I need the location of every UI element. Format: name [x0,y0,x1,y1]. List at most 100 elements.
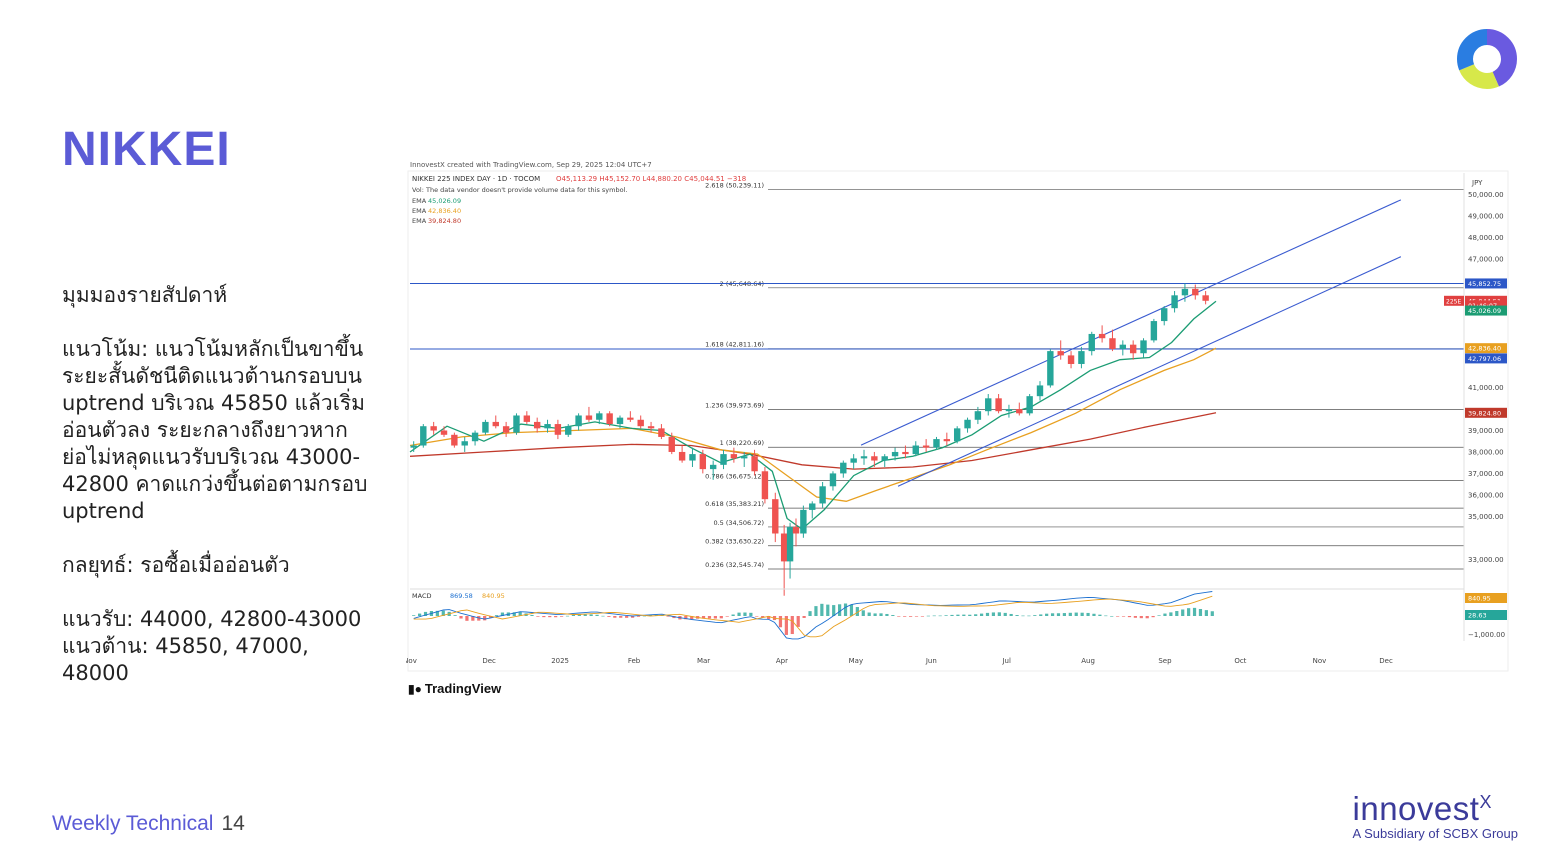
candle-body [912,445,919,455]
tradingview-label: TradingView [424,681,502,696]
y-tick-label: 50,000.00 [1468,191,1504,199]
macd-histogram-bar [471,616,475,621]
trend-line: อ่อนตัวลง ระยะกลางถึงยาวหาก [62,418,348,442]
macd-histogram-bar [1015,615,1019,616]
price-tag-label: 45,026.09 [1468,307,1501,315]
candle-body [829,473,837,487]
macd-histogram-bar [441,610,445,616]
fib-level-label: 0.618 (35,383.21) [705,500,764,508]
x-tick-label: Dec [1379,657,1393,665]
candle-body [741,456,748,459]
support-line: แนวรับ: 44000, 42800-43000 [62,607,362,631]
macd-histogram-bar [879,613,883,616]
candle-body [985,398,992,412]
candle-body [544,424,551,429]
y-tick-label: 35,000.00 [1468,513,1504,521]
macd-histogram-bar [897,616,901,617]
macd-histogram-bar [418,613,422,616]
candle-body [720,454,727,465]
candle-body [1088,333,1095,352]
candle-body [461,441,468,446]
ema-slow-line [409,412,1217,470]
macd-histogram-bar [1092,613,1096,616]
page-title: NIKKEI [62,123,231,176]
macd-histogram-bar [583,614,587,616]
candle-body [637,419,644,427]
candle-body [995,398,1002,412]
macd-histogram-bar [1133,616,1137,618]
price-tag-label: 42,836.40 [1468,345,1501,353]
macd-histogram-bar [512,612,516,616]
candle-body [850,458,857,463]
trend-line: แนวโน้ม: แนวโน้มหลักเป็นขาขึ้น [62,337,364,361]
candle-body [647,426,655,429]
candle-body [819,486,826,504]
candle-body [596,413,603,420]
macd-histogram-bar [873,613,877,616]
macd-tag-label: 840.95 [1468,595,1491,603]
macd-histogram-bar [559,616,564,617]
macd-histogram-bar [1181,609,1185,616]
candle-body [565,426,572,435]
candle-body [964,419,971,429]
macd-histogram-bar [494,615,499,616]
macd-histogram-bar [891,615,895,616]
resistance-line-cont: 48000 [62,661,129,685]
ema-label: EMA [412,207,427,215]
macd-histogram-bar [790,616,794,635]
candle-body [658,428,665,437]
price-tag-box [1465,343,1507,354]
macd-histogram-bar [849,604,854,616]
chart-vol-note: Vol: The data vendor doesn't provide vol… [412,186,627,194]
trend-paragraph: แนวโน้ม: แนวโน้มหลักเป็นขาขึ้น ระยะสั้นด… [62,336,392,525]
x-tick-label: Apr [776,657,788,665]
candle-body [840,462,847,474]
macd-histogram-bar [944,615,948,616]
macd-histogram-bar [908,616,913,617]
trend-line: uptrend บริเวณ 45850 แล้วเริ่ม [62,391,365,415]
macd-histogram-bar [548,616,552,618]
macd-histogram-bar [412,615,416,616]
macd-histogram-bar [855,607,859,616]
macd-histogram-bar [1169,612,1173,616]
ema-mid-value: 42,836.40 [428,207,461,215]
macd-tag-label: 28.63 [1468,612,1487,620]
candle-body [761,471,769,500]
candle-body [786,527,794,562]
candle-body [772,499,779,534]
y-tick-label: 48,000.00 [1468,234,1504,242]
candle-body [616,417,624,425]
ema-fast-line [409,300,1217,531]
x-tick-label: Nov [406,657,417,665]
candle-body [606,413,613,425]
candle-body [933,439,940,448]
fib-level-label: 2.618 (50,239.11) [705,181,764,189]
macd-histogram-bar [861,610,865,616]
macd-histogram-bar [465,616,469,621]
macd-histogram-bar [997,612,1001,616]
macd-histogram-bar [1187,608,1191,616]
macd-histogram-bar [1003,612,1007,616]
macd-histogram-bar [1009,613,1013,616]
macd-signal-line [413,595,1213,638]
nikkei-chart: 2.618 (50,239.11) 2 (45,648.64) 1.618 (42,… [403,155,1510,675]
candle-body [699,454,707,470]
macd-histogram-bar [666,616,670,617]
macd-histogram-bar [725,616,729,617]
brand-ring-logo [1456,28,1518,90]
y-tick-label: 39,000.00 [1468,427,1504,435]
macd-axis-label: −1,000.00 [1468,631,1505,639]
y-tick-label: 33,000.00 [1468,556,1504,564]
y-tick-label: 36,000.00 [1468,491,1504,499]
macd-histogram-bar [1045,613,1049,616]
macd-histogram-bar [423,611,428,616]
strategy-text: กลยุทธ์: รอซื้อเมื่ออ่อนตัว [62,553,290,577]
y-tick-label: 47,000.00 [1468,255,1504,263]
macd-histogram-bar [1175,611,1179,616]
macd-histogram-bar [713,616,717,619]
price-tag-label: 42,797.06 [1468,355,1501,363]
macd-histogram-bar [796,616,800,627]
macd-histogram-bar [565,615,570,617]
candle-body [1181,288,1189,296]
candle-body [1161,308,1168,322]
